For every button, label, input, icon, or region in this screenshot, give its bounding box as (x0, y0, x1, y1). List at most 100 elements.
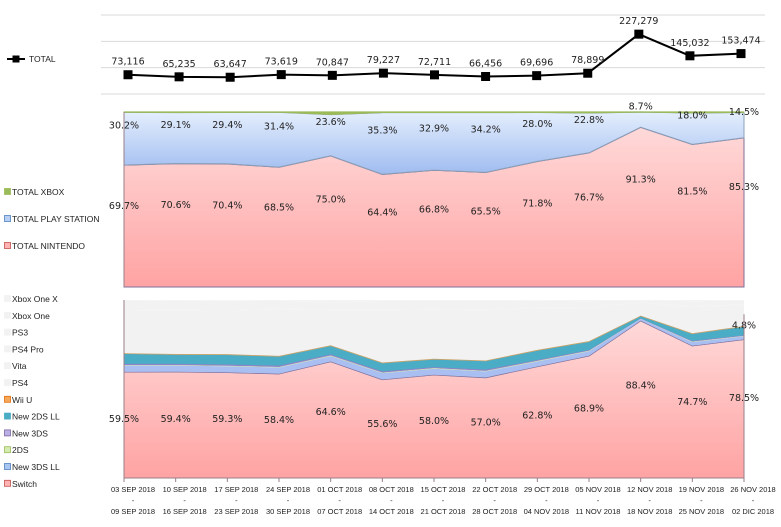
legend-swatch-new-2ds-ll (4, 412, 11, 420)
switch-data-label: 59.3% (212, 414, 242, 425)
total-point-marker (276, 70, 286, 80)
x-tick-separator: - (648, 496, 651, 505)
switch-data-label: 58.0% (419, 416, 449, 427)
total-data-label: 153,474 (721, 36, 760, 47)
total-point-marker (378, 68, 388, 78)
total-play-station-data-label: 22.8% (574, 115, 604, 126)
total-data-label: 78,899 (571, 55, 604, 66)
switch-data-label: 74.7% (677, 397, 707, 408)
total-play-station-data-label: 29.4% (212, 120, 242, 131)
area-xbox-one (124, 300, 744, 303)
x-tick-separator: - (338, 496, 341, 505)
switch-data-label: 88.4% (626, 381, 656, 392)
x-tick-separator: - (597, 496, 600, 505)
total-data-label: 79,227 (367, 55, 400, 66)
legend-label-total-xbox: TOTAL XBOX (12, 187, 65, 197)
x-tick-label-start: 26 NOV 2018 (730, 485, 775, 494)
total-data-label: 72,711 (418, 57, 451, 68)
total-nintendo-data-label: 75.0% (316, 195, 346, 206)
area-ps4-pro (124, 300, 744, 310)
x-tick-label-start: 03 SEP 2018 (111, 485, 155, 494)
switch-data-label: 68.9% (574, 403, 604, 414)
legend-label-ps3: PS3 (12, 328, 28, 338)
x-tick-label-start: 01 OCT 2018 (317, 485, 362, 494)
legend-label-wii-u: Wii U (12, 395, 32, 405)
legend-label-new-3ds: New 3DS (12, 428, 48, 438)
x-tick-separator: - (287, 496, 290, 505)
x-tick-label-start: 22 OCT 2018 (472, 485, 517, 494)
legend-middle: TOTAL XBOX TOTAL PLAY STATION TOTAL NINTEN… (4, 187, 100, 251)
legend-label-total-nintendo: TOTAL NINTENDO (12, 241, 85, 251)
legend-label-total: TOTAL (29, 54, 56, 64)
x-tick-label-end: 28 OCT 2018 (472, 507, 517, 516)
total-play-station-data-label: 28.0% (522, 119, 552, 130)
x-tick-label-start: 05 NOV 2018 (575, 485, 620, 494)
legend-swatch-wii-u (4, 395, 11, 403)
legend-label-ps4: PS4 (12, 378, 28, 388)
total-data-label: 65,235 (162, 59, 195, 70)
total-play-station-data-label: 23.6% (316, 117, 346, 128)
x-tick-label-start: 15 OCT 2018 (421, 485, 466, 494)
switch-data-label: 59.4% (161, 414, 191, 425)
legend-swatch-new-3ds-ll (4, 463, 11, 470)
total-data-label: 73,619 (265, 57, 298, 68)
legend-label-total-play-station: TOTAL PLAY STATION (12, 214, 100, 224)
x-tick-label-end: 30 SEP 2018 (266, 507, 310, 516)
total-nintendo-data-label: 76.7% (574, 193, 604, 204)
legend-swatch-total-nintendo (4, 242, 11, 249)
area-ps3 (124, 300, 744, 303)
legend-marker-icon (12, 55, 20, 63)
switch-data-label: 57.0% (471, 418, 501, 429)
total-nintendo-data-label: 85.3% (729, 182, 759, 193)
total-data-label: 66,456 (469, 58, 502, 69)
switch-data-label: 55.6% (367, 419, 397, 430)
total-nintendo-data-label: 68.5% (264, 203, 294, 214)
total-data-label: 63,647 (214, 59, 247, 70)
total-data-label: 69,696 (520, 58, 553, 69)
x-tick-separator: - (752, 496, 755, 505)
total-nintendo-data-label: 64.4% (367, 208, 397, 219)
total-point-marker (123, 70, 133, 80)
brand-share-area-chart: 69.7% 70.6% 70.4% 68.5%75.0%64.4% 66.8% 65.5%… (109, 102, 759, 288)
x-tick-label-end: 18 NOV 2018 (627, 507, 672, 516)
legend-label-switch: Switch (12, 479, 37, 489)
x-tick-separator: - (132, 496, 135, 505)
total-play-station-data-label: 29.1% (161, 120, 191, 131)
x-tick-label-end: 21 OCT 2018 (421, 507, 466, 516)
x-tick-label-end: 09 SEP 2018 (111, 507, 155, 516)
legend-swatch-xbox-one (4, 311, 11, 319)
total-point-marker (583, 68, 593, 78)
x-tick-label-end: 23 SEP 2018 (214, 507, 258, 516)
switch-data-label: 62.8% (522, 410, 552, 421)
total-line-chart: 73,116 65,235 63,647 73,619 70,847 79,227 72,7… (101, 14, 765, 95)
x-tick-label-start: 24 SEP 2018 (266, 485, 310, 494)
legend-label-new-3ds-ll: New 3DS LL (12, 462, 60, 472)
legend-label-xbox-one-x: Xbox One X (12, 294, 58, 304)
legend-swatch-new-3ds (4, 429, 11, 437)
x-tick-label-start: 10 SEP 2018 (163, 485, 207, 494)
legends: TOTAL TOTAL XBOX TOTAL PLAY STATION TOTAL N… (4, 54, 100, 489)
total-point-marker (225, 72, 235, 82)
legend-bottom: Xbox One X Xbox One PS3 PS4 Pro Vita PS4 Wii U… (4, 294, 60, 489)
total-data-label: 227,279 (619, 16, 658, 27)
legend-swatch-vita (4, 362, 11, 370)
total-data-label: 73,116 (111, 57, 144, 68)
x-tick-separator: - (545, 496, 548, 505)
total-point-marker (174, 72, 184, 82)
legend-swatch-xbox-one-x (4, 295, 11, 302)
x-tick-label-start: 19 NOV 2018 (679, 485, 724, 494)
total-play-station-data-label: 31.4% (264, 122, 294, 133)
total-play-station-data-label: 14.5% (729, 107, 759, 118)
total-nintendo-data-label: 91.3% (626, 175, 656, 186)
total-point-marker (430, 70, 439, 80)
x-tick-separator: - (390, 496, 393, 505)
total-nintendo-data-label: 70.4% (212, 200, 242, 211)
legend-swatch-ps3 (4, 328, 11, 336)
total-point-marker (327, 70, 337, 80)
total-play-station-data-label: 32.9% (419, 123, 449, 134)
legend-label-2ds: 2DS (12, 445, 29, 455)
total-nintendo-data-label: 65.5% (471, 206, 501, 217)
x-tick-label-start: 12 NOV 2018 (627, 485, 672, 494)
x-tick-label-start: 08 OCT 2018 (369, 485, 414, 494)
